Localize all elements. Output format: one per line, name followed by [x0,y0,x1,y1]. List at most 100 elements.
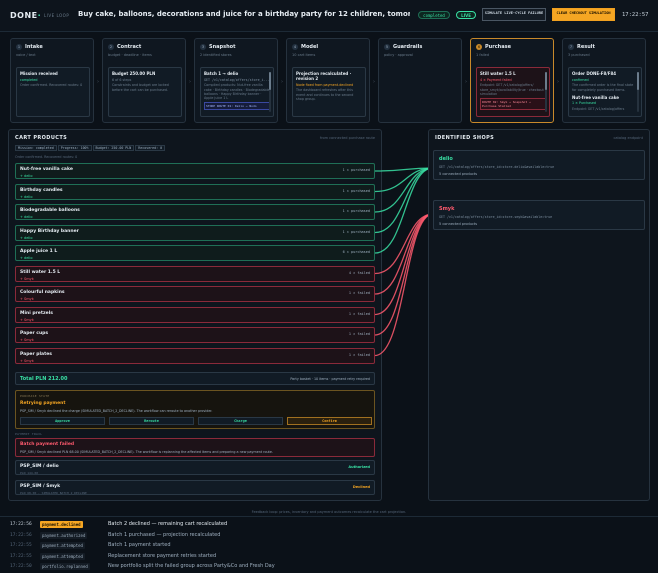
step-subtitle: budget · deadline · items [108,53,152,57]
shop-endpoint: GET /v1/catalog/offers/store_id=store-sm… [439,215,553,219]
scrollbar[interactable] [637,72,639,112]
pipeline-step-contract[interactable]: 2 Contract budget · deadline · items Budget… [102,38,186,123]
product-shop: + Smyk [20,276,34,281]
pipeline-step-result[interactable]: 7 Result 3 purchased Order DONE-F8/F84 confi… [562,38,646,123]
product-quantity-status: 1 × purchased [342,168,370,172]
scrollbar[interactable] [269,72,271,112]
step-title: Purchase [485,44,511,50]
cart-total: Total PLN 212.00 Party basket · 10 items… [15,372,375,385]
shops-panel-hint: catalog endpoint [613,136,643,140]
payment-failed-desc: PSP_SIM / Smyk declined PLN 68.00 (SIMUL… [20,450,273,454]
cart-product-row[interactable]: Colourful napkins + Smyk 1 × failed [15,286,375,302]
product-shop: + Smyk [20,317,34,322]
shop-endpoint: GET /v1/catalog/offers/store_id=store-de… [439,165,555,169]
step-number: 3 [200,44,206,50]
route-connector [374,167,434,193]
shop-card-smyk[interactable]: Smyk GET /v1/catalog/offers/store_id=sto… [433,200,645,230]
reroute-button[interactable]: Reroute [109,417,194,425]
product-quantity-status: 1 × failed [348,352,370,357]
log-event: portfolio.replanned [40,563,90,570]
cart-product-row[interactable]: Paper cups + Smyk 1 × failed [15,327,375,343]
product-shop: + delio [20,194,33,199]
step-title: Result [577,44,595,50]
psp-row-smyk: PSP_SIM / Smyk PLN 68.00 · SIMULATED_BAT… [15,480,375,495]
status-badge: completed [418,11,450,19]
log-entry: 17:22:55 payment.attempted Replacement sto… [10,552,650,561]
step-card-line: Endpoint GET /v1/catalog/offers [572,107,625,112]
cart-panel-hint: from connected purchase route [319,136,375,140]
clear-simulation-button[interactable]: CLEAR CHECKOUT SIMULATION [552,8,615,21]
simulate-failure-button[interactable]: SIMULATE LIVE-CYCLE FAILURE [482,8,546,21]
cart-subnote: Order confirmed. Recovered routes: 0 [15,155,78,159]
total-note: Party basket · 10 items · payment retry … [290,377,370,381]
step-number: 4 [292,44,298,50]
log-entry: 17:22:50 portfolio.replanned New portfolio… [10,562,650,571]
cart-product-row[interactable]: Still water 1.5 L + Smyk 4 × failed [15,265,375,282]
log-time: 17:22:55 [10,543,32,548]
pipeline-step-model[interactable]: 4 Model 10 cart items Projection recalculat… [286,38,370,123]
mission-title: Buy cake, balloons, decorations and juic… [78,10,410,18]
step-card-line: 6 of 6 steps [112,77,132,82]
product-shop: + delio [20,174,33,178]
psp-sub: PLN 68.00 · SIMULATED_BATCH_2_DECLINE [20,491,87,495]
psp-name: PSP_SIM / delio [20,464,59,469]
approve-button[interactable]: Approve [20,417,105,425]
step-card-line: 1 × Purchased [572,101,597,106]
product-name: Biodegradable balloons [20,208,80,213]
cart-product-row[interactable]: Biodegradable balloons + delio 1 × purchas… [15,204,375,220]
product-name: Mini pretzels [20,310,53,316]
shops-panel-title: IDENTIFIED SHOPS [435,135,495,141]
product-quantity-status: 1 × purchased [342,188,370,193]
event-log: 17:22:56 payment.declined Batch 2 declined… [0,516,658,573]
step-card-title: Order DONE-F8/F84 [572,71,617,76]
step-card: Budget 250.00 PLN 6 of 6 steps Constraints… [108,67,182,117]
step-card-title: Budget 250.00 PLN [112,71,156,76]
step-number: 6 [476,44,482,50]
log-message: New portfolio split the failed group acr… [108,563,275,569]
purchase-state: PURCHASE STATE Retrying payment PSP_SIM … [15,390,375,429]
log-message: Batch 2 declined — remaining cart recalc… [108,521,228,527]
product-quantity-status: 1 × purchased [342,209,370,213]
step-card: Order DONE-F8/F84 confirmed The confirmed … [568,67,642,117]
cart-product-row[interactable]: Paper plates + Smyk 1 × failed [15,347,375,364]
scrollbar[interactable] [545,72,547,112]
cart-product-row[interactable]: Apple juice 1 L + delio 6 × purchased [15,245,375,261]
pipeline-step-snapshot[interactable]: 3 Snapshot 2 identified stores Batch 1 → de… [194,38,278,123]
chevron-right-icon: › [373,79,375,85]
step-title: Contract [117,44,142,50]
log-entry: 17:22:56 payment.declined Batch 2 declined… [10,520,650,529]
product-shop: + delio [20,215,33,219]
product-quantity-status: 6 × purchased [342,250,370,254]
step-title: Snapshot [209,44,236,50]
cart-product-row[interactable]: Happy Birthday banner + delio 1 × purchase… [15,224,375,241]
product-name: Birthday candles [20,187,63,193]
chevron-right-icon: › [465,79,467,85]
chevron-right-icon: › [557,79,559,85]
pipeline-step-intake[interactable]: 1 Intake voice / text Mission received compl… [10,38,94,123]
cart-product-row[interactable]: Birthday candles + delio 1 × purchased [15,183,375,200]
step-card-line: Order confirmed. Recovered routes: 0 [20,83,83,88]
step-number: 5 [384,44,390,50]
meta-budget: Budget: 250.00 PLN [92,145,135,151]
pipeline-step-guardrails[interactable]: 5 Guardrails policy · approval [378,38,462,123]
step-card-title: Mission received [20,71,58,76]
payment-failed-card: Batch payment failed PSP_SIM / Smyk decl… [15,438,375,457]
product-quantity-status: 4 × failed [348,270,370,275]
cart-product-row[interactable]: Mini pretzels + Smyk 1 × failed [15,306,375,323]
shop-card-delio[interactable]: delio GET /v1/catalog/offers/store_id=st… [433,150,645,180]
feedback-note: Feedback loop: prices, inventory and pay… [251,510,407,514]
step-subtitle: voice / text [16,53,36,57]
confirm-button[interactable]: Confirm [287,417,372,425]
product-quantity-status: 1 × failed [348,332,370,336]
charge-button[interactable]: Charge [198,417,283,425]
step-number: 2 [108,44,114,50]
route-highlight: STORE ROUTE 01: Delio → Nodo [204,102,270,111]
step-card: Mission received completed Order confirmed… [16,67,90,117]
chevron-right-icon: › [97,79,99,85]
log-event: payment.declined [40,521,83,528]
route-connector [374,167,434,234]
cart-product-row[interactable]: Nut-free vanilla cake + delio 1 × purchase… [15,163,375,179]
step-card-line: confirmed [572,77,589,82]
step-title: Guardrails [393,44,423,50]
